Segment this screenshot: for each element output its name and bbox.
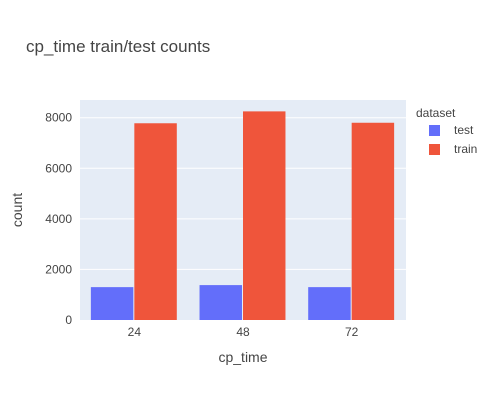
bar-train-24 (134, 123, 177, 320)
legend-swatch-train (429, 144, 440, 155)
bar-train-48 (243, 111, 286, 321)
y-tick-label: 6000 (45, 161, 72, 175)
y-axis-ticks: 0 2000 4000 6000 8000 (45, 111, 72, 327)
bar-test-72 (308, 287, 351, 320)
x-axis-ticks: 24 48 72 (128, 325, 359, 339)
bars (90, 111, 395, 321)
legend-title: dataset (416, 106, 456, 120)
legend-label-train: train (454, 142, 477, 156)
y-tick-label: 4000 (45, 212, 72, 226)
legend-label-test: test (454, 123, 474, 137)
y-tick-label: 2000 (45, 262, 72, 276)
bar-test-24 (90, 287, 134, 320)
x-tick-label: 48 (236, 325, 250, 339)
legend: dataset test train (416, 106, 477, 156)
bar-test-48 (199, 285, 242, 320)
y-tick-label: 0 (65, 313, 72, 327)
chart-title: cp_time train/test counts (26, 37, 210, 56)
legend-swatch-test (429, 125, 440, 136)
x-tick-label: 72 (345, 325, 359, 339)
bar-train-72 (351, 122, 395, 320)
x-axis-label: cp_time (218, 349, 267, 365)
y-tick-label: 8000 (45, 111, 72, 125)
x-tick-label: 24 (128, 325, 142, 339)
y-axis-label: count (9, 193, 25, 227)
